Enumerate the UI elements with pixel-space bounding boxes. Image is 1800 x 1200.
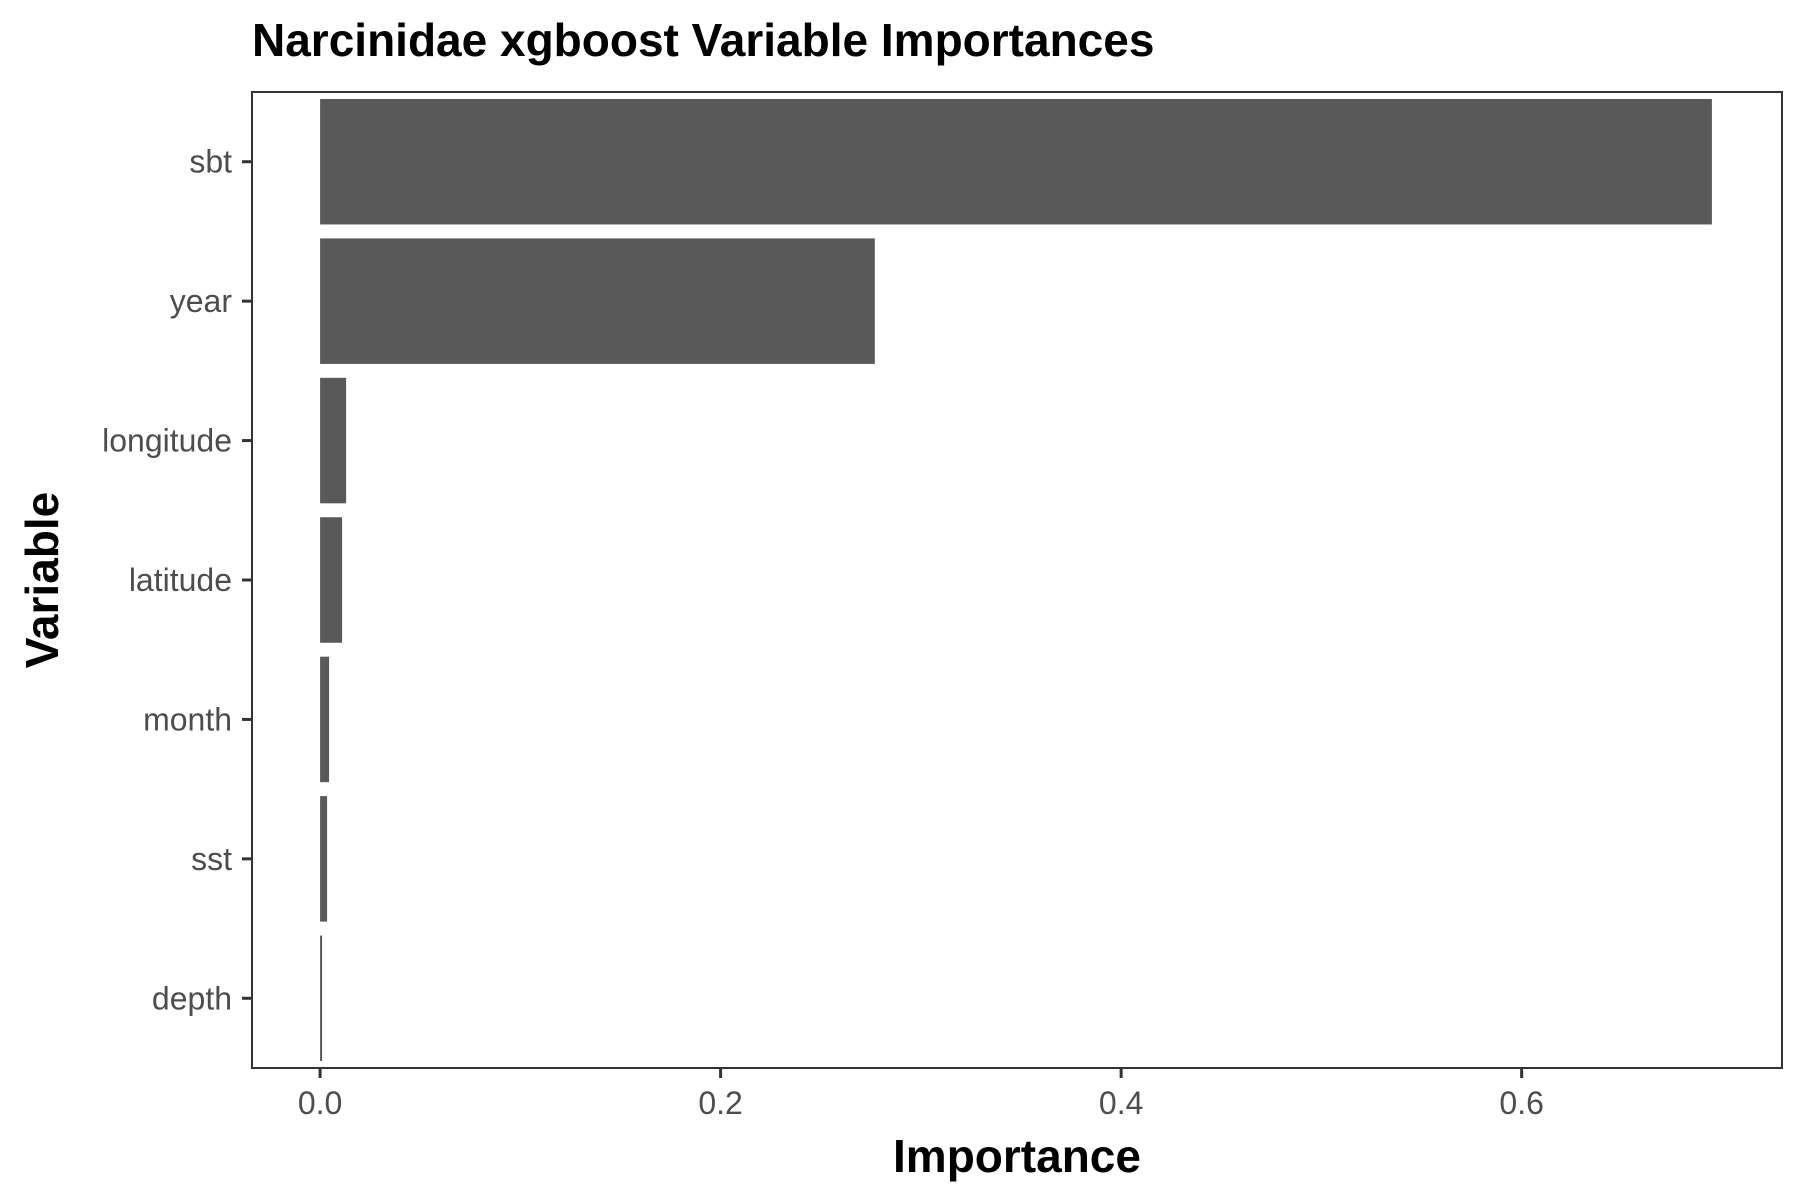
chart-title: Narcinidae xgboost Variable Importances xyxy=(252,14,1154,66)
bar-year xyxy=(320,238,875,364)
bars-group xyxy=(320,98,1712,1062)
x-tick-label-0.6: 0.6 xyxy=(1499,1085,1543,1121)
bar-latitude xyxy=(320,517,343,643)
y-tick-label-latitude: latitude xyxy=(129,562,232,598)
bar-longitude xyxy=(320,377,347,504)
bar-depth xyxy=(320,935,323,1062)
y-axis-title: Variable xyxy=(16,492,68,668)
x-tick-label-0.2: 0.2 xyxy=(698,1085,742,1121)
y-axis: sbt year longitude latitude month sst depth xyxy=(102,144,252,1016)
x-axis: 0.0 0.2 0.4 0.6 xyxy=(298,1068,1544,1121)
x-tick-label-0.0: 0.0 xyxy=(298,1085,342,1121)
y-tick-label-year: year xyxy=(170,283,233,319)
x-axis-title: Importance xyxy=(893,1130,1141,1182)
y-tick-label-depth: depth xyxy=(152,980,232,1016)
y-tick-label-longitude: longitude xyxy=(102,423,232,459)
y-tick-label-month: month xyxy=(143,701,232,737)
y-tick-label-sbt: sbt xyxy=(189,144,232,180)
y-tick-label-sst: sst xyxy=(191,841,232,877)
x-tick-label-0.4: 0.4 xyxy=(1099,1085,1143,1121)
bar-sst xyxy=(320,796,328,922)
bar-month xyxy=(320,656,330,783)
bar-sbt xyxy=(320,98,1712,225)
